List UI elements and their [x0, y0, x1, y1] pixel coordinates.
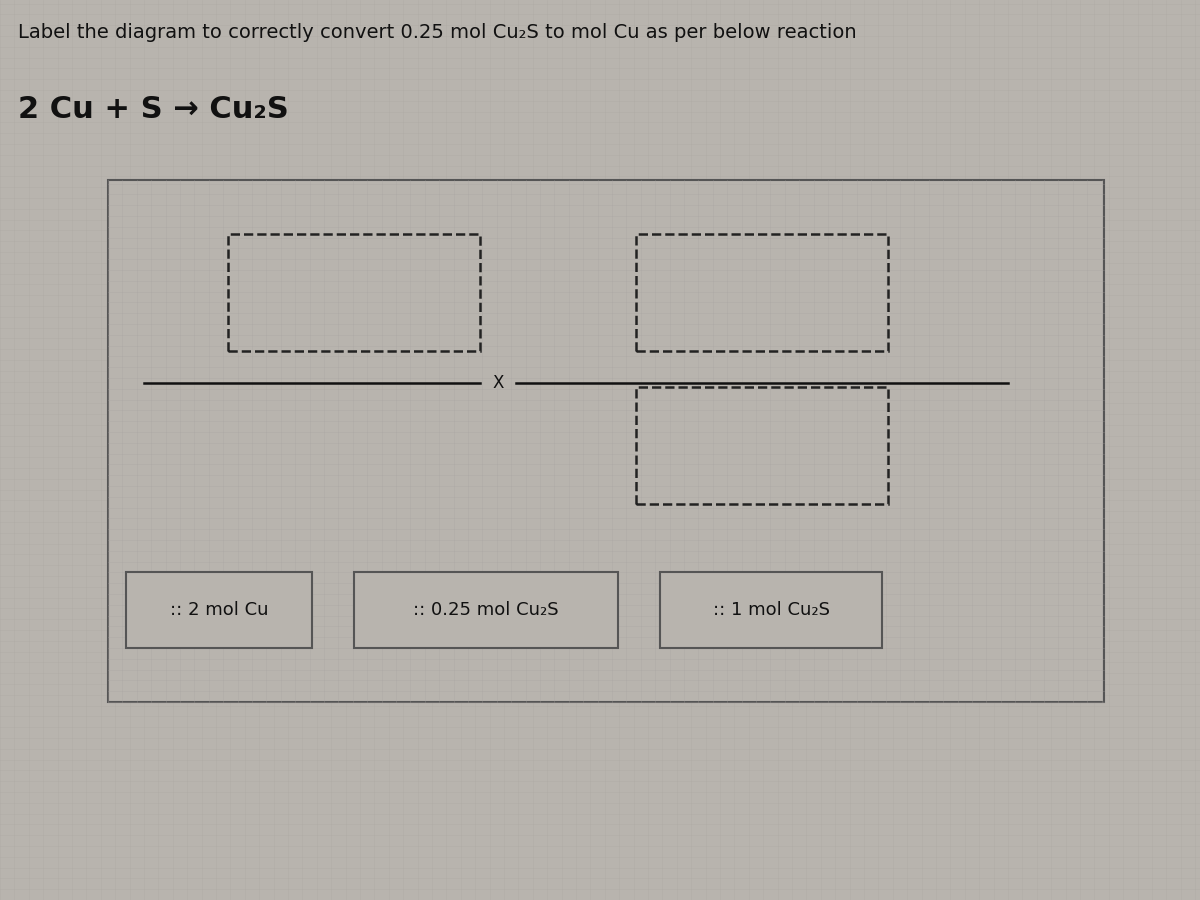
Bar	[228, 234, 480, 351]
Text: :: 1 mol Cu₂S: :: 1 mol Cu₂S	[713, 601, 829, 619]
Bar	[354, 572, 618, 648]
Text: X: X	[492, 374, 504, 392]
Bar	[660, 572, 882, 648]
Bar	[636, 234, 888, 351]
Bar	[636, 387, 888, 504]
Text: 2 Cu + S → Cu₂S: 2 Cu + S → Cu₂S	[18, 94, 289, 123]
Text: :: 2 mol Cu: :: 2 mol Cu	[169, 601, 269, 619]
Bar	[126, 572, 312, 648]
Text: :: 0.25 mol Cu₂S: :: 0.25 mol Cu₂S	[413, 601, 559, 619]
Text: Label the diagram to correctly convert 0.25 mol Cu₂S to mol Cu as per below reac: Label the diagram to correctly convert 0…	[18, 22, 857, 41]
Bar	[108, 180, 1104, 702]
